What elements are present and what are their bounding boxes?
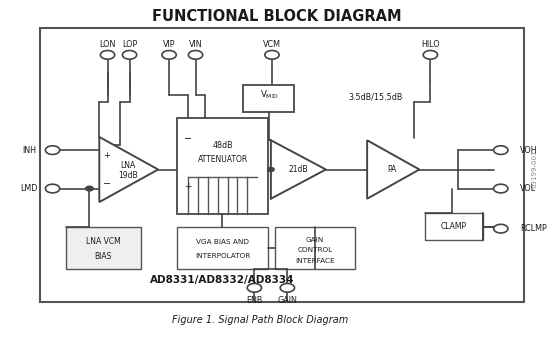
Circle shape [188,51,203,59]
Polygon shape [99,137,158,202]
Text: RCLMP: RCLMP [520,224,547,233]
Circle shape [46,146,60,154]
Text: 03199-001: 03199-001 [532,149,538,188]
Circle shape [280,283,295,292]
Text: ENB: ENB [246,296,263,305]
Text: +: + [184,182,191,191]
Text: −: − [184,134,192,144]
Text: 21dB: 21dB [289,165,308,174]
Text: CONTROL: CONTROL [297,247,332,253]
FancyBboxPatch shape [244,85,294,112]
Text: 48dB: 48dB [213,141,233,150]
Text: FUNCTIONAL BLOCK DIAGRAM: FUNCTIONAL BLOCK DIAGRAM [152,9,401,24]
Text: PA: PA [387,165,397,174]
FancyBboxPatch shape [178,227,268,269]
Circle shape [423,51,437,59]
Text: Figure 1. Signal Path Block Diagram: Figure 1. Signal Path Block Diagram [171,314,348,325]
Circle shape [162,51,176,59]
Text: CLAMP: CLAMP [441,222,467,231]
Circle shape [268,167,274,172]
Circle shape [493,184,508,193]
Circle shape [493,146,508,154]
Text: LOP: LOP [122,40,137,49]
Text: VOL: VOL [520,184,536,193]
Text: VOH: VOH [520,146,538,155]
Text: V$_{\mathrm{MID}}$: V$_{\mathrm{MID}}$ [260,89,279,101]
Text: 19dB: 19dB [118,171,138,180]
Text: VIN: VIN [189,40,203,49]
Text: ATTENUATOR: ATTENUATOR [198,155,248,164]
Circle shape [46,184,60,193]
Circle shape [123,51,137,59]
Circle shape [493,224,508,233]
Text: INTERPOLATOR: INTERPOLATOR [195,253,250,259]
Circle shape [247,283,261,292]
FancyBboxPatch shape [178,118,268,214]
FancyBboxPatch shape [66,227,140,269]
Circle shape [100,51,115,59]
Polygon shape [271,140,326,199]
Text: +: + [104,151,110,160]
Text: −: − [103,179,111,188]
Text: LNA: LNA [120,161,135,170]
Text: INH: INH [22,146,36,155]
Text: AD8331/AD8332/AD8334: AD8331/AD8332/AD8334 [150,275,294,285]
Text: GAIN: GAIN [306,237,324,243]
Text: VGA BIAS AND: VGA BIAS AND [196,239,249,245]
Text: BIAS: BIAS [95,252,112,261]
Polygon shape [367,140,420,199]
Text: INTERFACE: INTERFACE [295,258,335,264]
Circle shape [265,51,279,59]
FancyBboxPatch shape [425,213,483,240]
Text: LON: LON [99,40,116,49]
Text: HILO: HILO [421,40,440,49]
Text: VCM: VCM [263,40,281,49]
Text: 3.5dB/15.5dB: 3.5dB/15.5dB [348,92,402,101]
Text: VIP: VIP [163,40,175,49]
Text: LMD: LMD [20,184,38,193]
Circle shape [85,186,93,191]
Text: GAIN: GAIN [278,296,297,305]
Text: LNA VCM: LNA VCM [86,237,121,246]
FancyBboxPatch shape [275,227,355,269]
FancyBboxPatch shape [40,28,524,302]
